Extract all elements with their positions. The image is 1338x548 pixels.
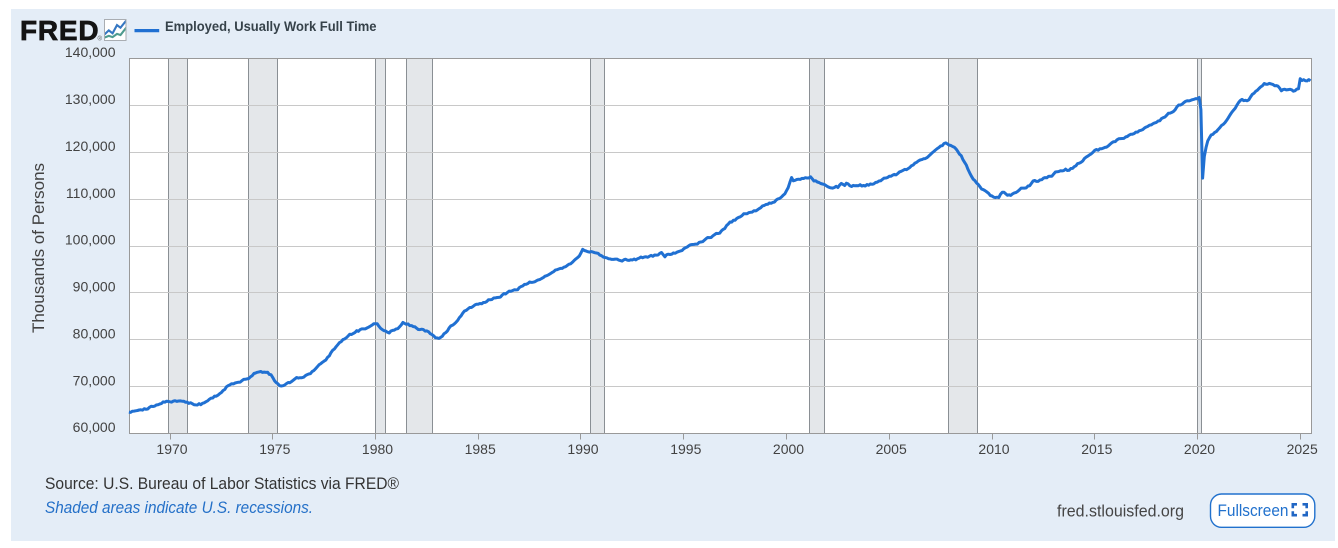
svg-text:Source: U.S. Bureau of Labor S: Source: U.S. Bureau of Labor Statistics … — [45, 474, 399, 493]
svg-text:130,000: 130,000 — [65, 91, 116, 107]
svg-text:1980: 1980 — [362, 441, 393, 457]
svg-text:80,000: 80,000 — [73, 325, 116, 341]
svg-text:1985: 1985 — [465, 441, 496, 457]
svg-text:1990: 1990 — [567, 441, 598, 457]
svg-text:1970: 1970 — [156, 441, 187, 457]
svg-text:120,000: 120,000 — [65, 138, 116, 154]
svg-text:2020: 2020 — [1184, 441, 1215, 457]
svg-text:2005: 2005 — [876, 441, 907, 457]
svg-text:100,000: 100,000 — [65, 232, 116, 248]
svg-text:60,000: 60,000 — [73, 419, 116, 435]
svg-text:1975: 1975 — [259, 441, 290, 457]
svg-text:110,000: 110,000 — [66, 185, 116, 201]
svg-text:Shaded areas indicate U.S. rec: Shaded areas indicate U.S. recessions. — [45, 498, 313, 517]
svg-text:2015: 2015 — [1081, 441, 1112, 457]
svg-text:140,000: 140,000 — [65, 44, 116, 60]
svg-text:1995: 1995 — [670, 441, 701, 457]
svg-text:2010: 2010 — [978, 441, 1009, 457]
svg-text:Thousands of Persons: Thousands of Persons — [29, 163, 48, 333]
svg-text:2025: 2025 — [1287, 441, 1318, 457]
svg-text:®: ® — [98, 36, 103, 43]
svg-text:Employed, Usually Work Full Ti: Employed, Usually Work Full Time — [165, 19, 377, 34]
svg-text:Fullscreen: Fullscreen — [1218, 502, 1289, 520]
svg-text:2000: 2000 — [773, 441, 804, 457]
svg-text:70,000: 70,000 — [73, 372, 116, 388]
svg-text:FRED: FRED — [20, 15, 99, 46]
svg-text:fred.stlouisfed.org: fred.stlouisfed.org — [1057, 503, 1184, 521]
svg-text:90,000: 90,000 — [73, 279, 116, 295]
